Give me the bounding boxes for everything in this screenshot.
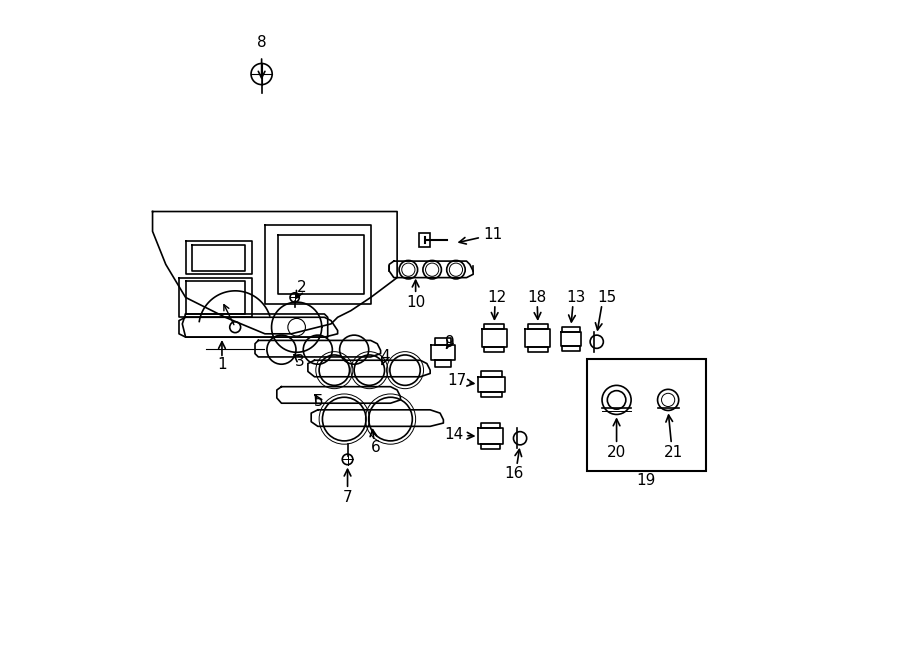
Text: 19: 19 [636, 473, 656, 488]
Text: 11: 11 [483, 227, 502, 242]
Text: 14: 14 [445, 428, 464, 442]
Text: 10: 10 [406, 295, 426, 309]
Text: 20: 20 [607, 445, 626, 459]
Text: 6: 6 [371, 440, 381, 455]
Text: 9: 9 [446, 335, 454, 350]
Text: 21: 21 [664, 445, 683, 459]
Text: 4: 4 [381, 350, 390, 364]
Text: 5: 5 [314, 395, 324, 409]
Text: 1: 1 [217, 358, 227, 372]
Text: 17: 17 [447, 373, 466, 388]
Text: 7: 7 [343, 490, 353, 504]
Text: 18: 18 [527, 290, 547, 305]
Text: 8: 8 [256, 36, 266, 50]
Text: 13: 13 [566, 290, 585, 305]
Text: 2: 2 [296, 280, 306, 295]
Text: 3: 3 [295, 354, 305, 369]
Text: 16: 16 [504, 467, 524, 481]
Text: 15: 15 [598, 290, 616, 305]
Text: 12: 12 [487, 290, 507, 305]
